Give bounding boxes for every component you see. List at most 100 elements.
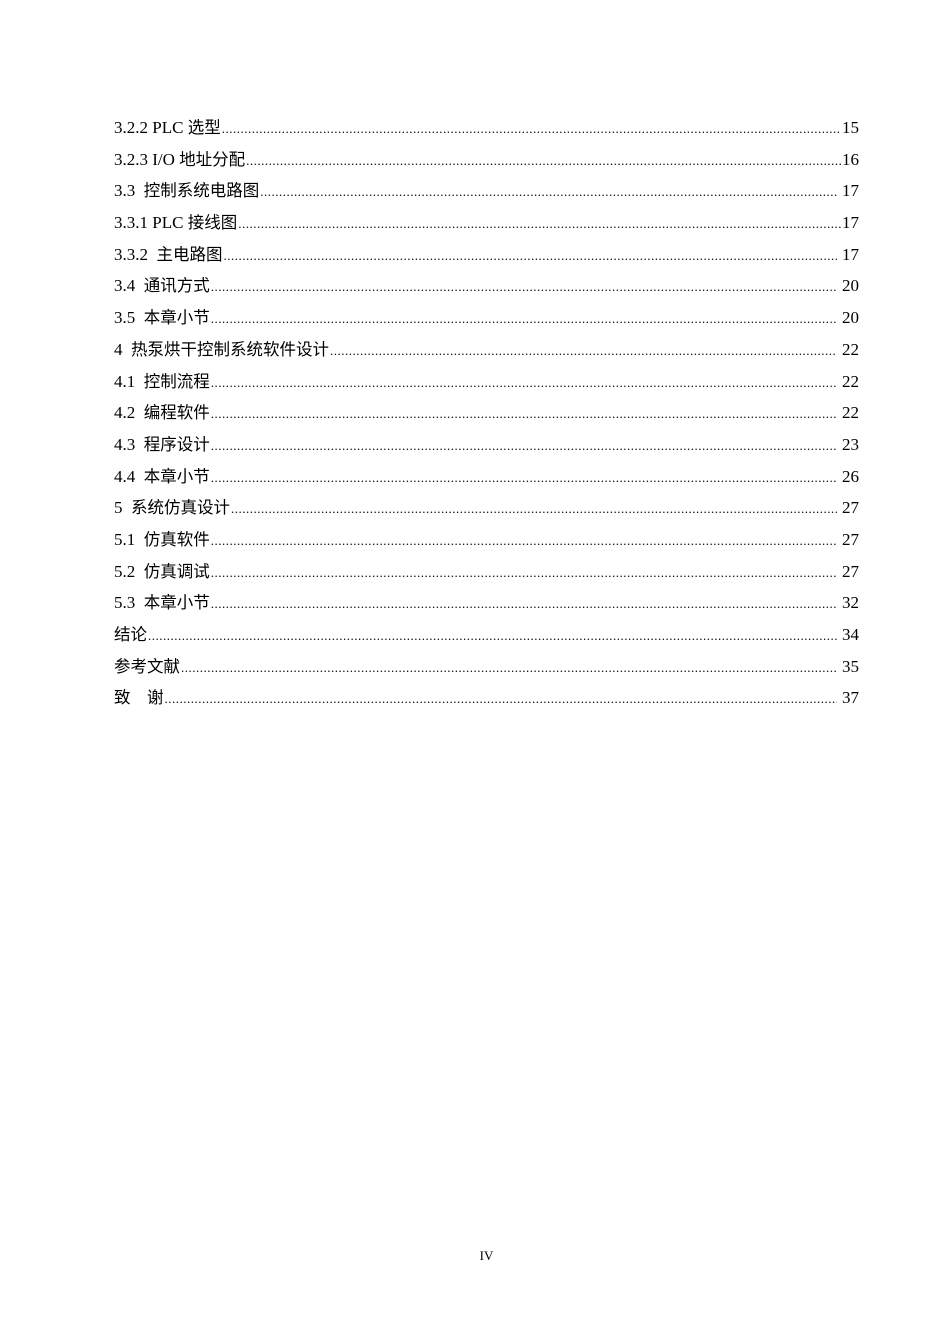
dot-leader — [211, 430, 837, 462]
toc-entry-heading: 控制流程 — [143, 371, 210, 391]
toc-entry-number: 3.4 — [114, 276, 144, 296]
toc-entry-title: 5.3 本章小节 — [114, 587, 210, 619]
toc-entry-title: 3.3.2 主电路图 — [114, 239, 223, 271]
dot-leader — [211, 367, 837, 399]
toc-entry-page: 15 — [842, 118, 859, 137]
toc-entry-number: 3.5 — [114, 308, 144, 328]
toc-entry[interactable]: 3.2.3 I/O 地址分配 16 — [114, 144, 859, 176]
toc-entry-heading: 控制系统电路图 — [143, 181, 260, 201]
toc-entry-page: 27 — [837, 529, 859, 549]
toc-entry-heading: 选型 — [187, 118, 221, 137]
toc-entry-number: 3.3.1 PLC — [114, 213, 188, 233]
toc-entry[interactable]: 4.3 程序设计 23 — [114, 429, 859, 461]
toc-entry-number: 4.3 — [114, 434, 144, 454]
dot-leader — [211, 462, 837, 494]
toc-entry-number: 5.2 — [114, 561, 144, 581]
toc-entry-number: 4.1 — [114, 371, 144, 391]
dot-leader — [211, 271, 837, 303]
toc-entry-title: 3.3 控制系统电路图 — [114, 175, 259, 207]
toc-entry-heading: 致 谢 — [114, 688, 164, 708]
toc-entry-page: 23 — [837, 434, 859, 454]
toc-entry[interactable]: 参考文献 35 — [114, 651, 859, 683]
toc-entry[interactable]: 3.2.2 PLC 选型 15 — [114, 112, 859, 144]
toc-entry[interactable]: 5.1 仿真软件 27 — [114, 524, 859, 556]
toc-entry-page: 22 — [837, 339, 859, 359]
dot-leader — [330, 335, 837, 367]
toc-entry-title: 3.4 通讯方式 — [114, 270, 210, 302]
dot-leader — [181, 652, 837, 684]
toc-entry-heading: 通讯方式 — [143, 276, 210, 296]
toc-entry[interactable]: 4.4 本章小节 26 — [114, 461, 859, 493]
toc-entry-title: 5 系统仿真设计 — [114, 492, 230, 524]
toc-entry-page: 20 — [837, 276, 859, 296]
toc-entry-title: 4 热泵烘干控制系统软件设计 — [114, 334, 329, 366]
toc-entry-number: 3.2.3 I/O — [114, 149, 180, 169]
toc-entry-page: 17 — [842, 213, 859, 233]
toc-entry-heading: 热泵烘干控制系统软件设计 — [131, 339, 329, 359]
toc-entry-title: 参考文献 — [114, 651, 180, 683]
toc-entry-page: 22 — [837, 403, 859, 423]
toc-entry-title: 4.2 编程软件 — [114, 397, 210, 429]
toc-entry[interactable]: 3.3.1 PLC 接线图 17 — [114, 207, 859, 239]
toc-entry-title: 致 谢 — [114, 682, 164, 714]
toc-entry-heading: 主电路图 — [156, 244, 223, 264]
toc-entry-heading: 地址分配 — [179, 149, 246, 169]
toc-entry-page: 32 — [837, 593, 859, 613]
toc-entry[interactable]: 4.1 控制流程 22 — [114, 366, 859, 398]
dot-leader — [211, 588, 837, 620]
toc-entry-page: 35 — [837, 656, 859, 676]
toc-entry-page: 17 — [837, 244, 859, 264]
toc-entry[interactable]: 3.3 控制系统电路图 17 — [114, 175, 859, 207]
toc-entry-number: 3.3 — [114, 181, 144, 201]
toc-entry-page: 20 — [837, 308, 859, 328]
toc-entry-page: 27 — [837, 498, 859, 518]
toc-entry[interactable]: 5.3 本章小节 32 — [114, 587, 859, 619]
toc-entry-title: 3.5 本章小节 — [114, 302, 210, 334]
toc-entry-title: 5.2 仿真调试 — [114, 556, 210, 588]
toc-entry-title: 3.3.1 PLC 接线图 — [114, 207, 237, 239]
dot-leader — [238, 208, 841, 240]
dot-leader — [224, 240, 837, 272]
table-of-contents: 3.2.2 PLC 选型 153.2.3 I/O 地址分配163.3 控制系统电… — [114, 112, 859, 714]
toc-entry-number: 4.2 — [114, 403, 144, 423]
toc-entry-number: 3.3.2 — [114, 244, 157, 264]
toc-entry-title: 结论 — [114, 619, 147, 651]
toc-entry-number: 4 — [114, 339, 131, 359]
toc-entry-heading: 仿真软件 — [143, 529, 210, 549]
toc-entry-page: 17 — [837, 181, 859, 201]
toc-entry[interactable]: 5 系统仿真设计 27 — [114, 492, 859, 524]
dot-leader — [260, 176, 837, 208]
toc-entry-title: 4.4 本章小节 — [114, 461, 210, 493]
toc-entry-page: 16 — [842, 149, 859, 169]
toc-entry-title: 5.1 仿真软件 — [114, 524, 210, 556]
toc-entry[interactable]: 3.5 本章小节 20 — [114, 302, 859, 334]
toc-entry-heading: 参考文献 — [114, 656, 180, 676]
dot-leader — [246, 145, 841, 177]
toc-entry[interactable]: 5.2 仿真调试 27 — [114, 556, 859, 588]
toc-entry-heading: 结论 — [114, 625, 147, 644]
dot-leader — [231, 493, 837, 525]
dot-leader — [211, 303, 837, 335]
toc-entry-heading: 程序设计 — [143, 434, 210, 454]
dot-leader — [165, 683, 837, 715]
dot-leader — [211, 557, 837, 589]
dot-leader — [222, 113, 841, 145]
dot-leader — [211, 398, 837, 430]
toc-entry-number: 5.3 — [114, 593, 144, 613]
toc-entry[interactable]: 4.2 编程软件 22 — [114, 397, 859, 429]
toc-entry-heading: 系统仿真设计 — [131, 498, 230, 518]
toc-entry[interactable]: 4 热泵烘干控制系统软件设计 22 — [114, 334, 859, 366]
toc-entry-title: 4.1 控制流程 — [114, 366, 210, 398]
toc-entry-title: 4.3 程序设计 — [114, 429, 210, 461]
toc-entry[interactable]: 致 谢 37 — [114, 682, 859, 714]
toc-entry-title: 3.2.3 I/O 地址分配 — [114, 144, 245, 176]
dot-leader — [148, 620, 837, 652]
toc-entry[interactable]: 3.4 通讯方式 20 — [114, 270, 859, 302]
toc-entry-page: 26 — [837, 466, 859, 486]
toc-entry-page: 37 — [837, 688, 859, 708]
toc-entry[interactable]: 3.3.2 主电路图 17 — [114, 239, 859, 271]
toc-entry-heading: 本章小节 — [143, 308, 210, 328]
toc-entry-number: 5 — [114, 498, 131, 518]
dot-leader — [211, 525, 837, 557]
toc-entry[interactable]: 结论 34 — [114, 619, 859, 651]
